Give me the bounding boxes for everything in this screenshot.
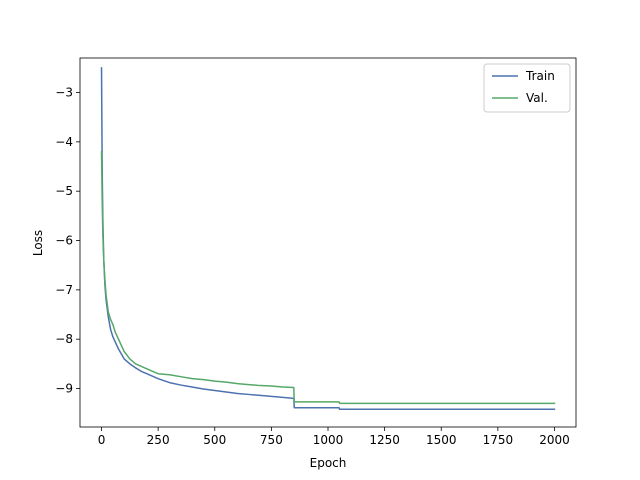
y-tick-label: −7	[55, 283, 73, 297]
x-tick-label: 750	[260, 433, 283, 447]
x-tick-label: 2000	[539, 433, 570, 447]
x-tick-label: 250	[147, 433, 170, 447]
series-line-1	[100, 150, 556, 405]
series-lines	[100, 67, 556, 410]
y-axis-label: Loss	[31, 230, 45, 256]
y-tick-label: −6	[55, 234, 73, 248]
x-tick-label: 1250	[369, 433, 400, 447]
legend-label-0: Train	[525, 69, 555, 83]
y-axis-ticks: −9 −8 −7 −6 −5 −4 −3	[55, 86, 80, 396]
plot-area	[80, 58, 576, 427]
y-tick-label: −5	[55, 184, 73, 198]
plot-background	[80, 58, 576, 427]
y-tick-label: −4	[55, 135, 73, 149]
y-tick-label: −9	[55, 382, 73, 396]
x-tick-label: 1750	[483, 433, 514, 447]
legend-label-1: Val.	[526, 91, 548, 105]
x-tick-label: 1000	[313, 433, 344, 447]
y-tick-label: −8	[55, 332, 73, 346]
x-tick-label: 500	[203, 433, 226, 447]
y-tick-label: −3	[55, 86, 73, 100]
x-axis-ticks: 0 250 500 750 1000 1250 1500 1750 2000	[98, 427, 570, 447]
x-tick-label: 0	[98, 433, 106, 447]
x-axis-label: Epoch	[310, 456, 347, 470]
legend: Train Val.	[483, 63, 571, 113]
series-line-0	[100, 67, 556, 410]
x-tick-label: 1500	[426, 433, 457, 447]
